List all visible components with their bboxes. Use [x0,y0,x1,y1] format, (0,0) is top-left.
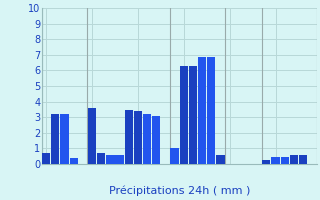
Bar [51,114,60,164]
Bar [262,160,270,164]
Bar [281,157,289,164]
Bar [271,157,280,164]
Bar [97,153,105,164]
Bar [60,114,69,164]
Bar [198,57,206,164]
Bar [124,110,133,164]
Bar [216,155,225,164]
Bar [299,155,307,164]
Bar [152,116,160,164]
Bar [143,114,151,164]
Bar [290,155,298,164]
Bar [69,158,78,164]
Bar [106,155,115,164]
Bar [134,111,142,164]
Bar [42,153,50,164]
Bar [116,155,124,164]
Bar [88,108,96,164]
Bar [171,148,179,164]
Bar [189,66,197,164]
Bar [207,57,215,164]
Bar [180,66,188,164]
Text: Précipitations 24h ( mm ): Précipitations 24h ( mm ) [108,186,250,196]
